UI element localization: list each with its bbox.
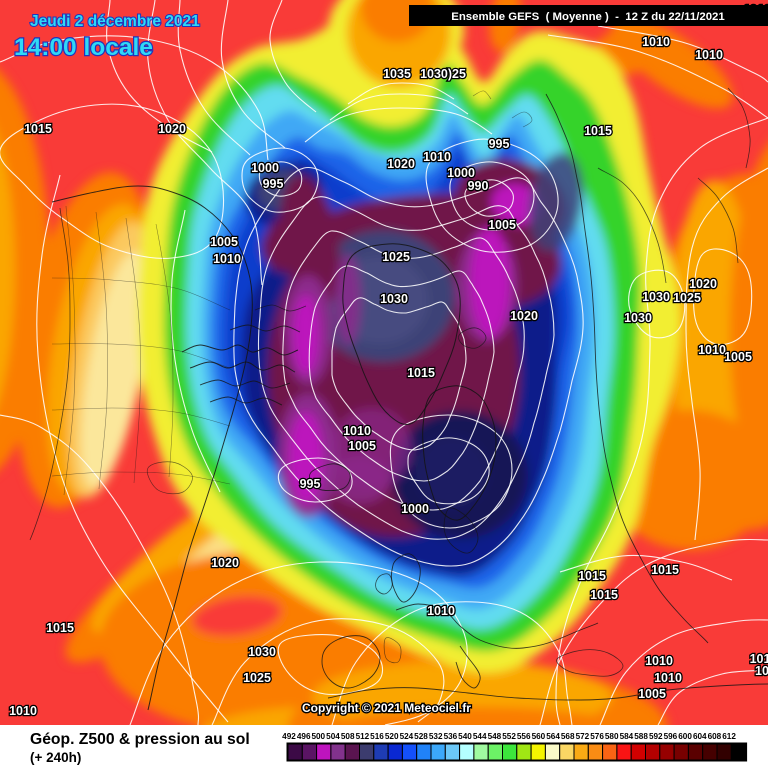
svg-text:1000: 1000 [447,166,475,180]
svg-text:540: 540 [458,732,472,741]
svg-text:1020: 1020 [158,122,186,136]
svg-text:596: 596 [664,732,678,741]
svg-text:995: 995 [263,177,284,191]
svg-text:1030: 1030 [380,292,408,306]
svg-text:504: 504 [326,732,340,741]
svg-text:1030: 1030 [624,311,652,325]
svg-text:1000: 1000 [401,502,429,516]
svg-text:1015: 1015 [651,563,679,577]
svg-text:1035: 1035 [383,67,411,81]
svg-text:556: 556 [517,732,531,741]
svg-text:1015: 1015 [584,124,612,138]
svg-text:1030: 1030 [248,645,276,659]
svg-text:500: 500 [311,732,325,741]
svg-text:600: 600 [678,732,692,741]
svg-text:1030)25: 1030)25 [420,67,466,81]
svg-text:1010: 1010 [698,343,726,357]
svg-text:10: 10 [755,664,768,678]
svg-text:1010: 1010 [695,48,723,62]
svg-text:1010: 1010 [423,150,451,164]
svg-text:1010: 1010 [343,424,371,438]
svg-text:520: 520 [385,732,399,741]
svg-text:1010: 1010 [9,704,37,718]
svg-text:612: 612 [722,732,736,741]
svg-text:560: 560 [532,732,546,741]
svg-text:1000: 1000 [251,161,279,175]
svg-text:14:00 locale: 14:00 locale [14,34,153,61]
svg-text:1010: 1010 [213,252,241,266]
svg-text:Ensemble GEFS ( Moyenne ) -: Ensemble GEFS ( Moyenne ) - 12 Z du 22/1… [451,11,725,23]
svg-text:524: 524 [400,732,414,741]
svg-text:1020: 1020 [689,277,717,291]
svg-text:568: 568 [561,732,575,741]
svg-text:584: 584 [620,732,634,741]
svg-text:1015: 1015 [407,366,435,380]
svg-text:492: 492 [282,732,296,741]
svg-text:1025: 1025 [673,291,701,305]
svg-text:1025: 1025 [243,671,271,685]
svg-text:508: 508 [341,732,355,741]
svg-text:1010: 1010 [654,671,682,685]
svg-text:604: 604 [693,732,707,741]
svg-text:536: 536 [444,732,458,741]
svg-text:532: 532 [429,732,443,741]
svg-text:1010: 1010 [645,654,673,668]
svg-text:548: 548 [488,732,502,741]
svg-text:1020: 1020 [211,556,239,570]
svg-text:1005: 1005 [488,218,516,232]
svg-text:Jeudi 2 décembre 2021: Jeudi 2 décembre 2021 [30,13,200,30]
svg-text:516: 516 [370,732,384,741]
svg-text:Géop. Z500 & pression au sol: Géop. Z500 & pression au sol [30,731,250,748]
svg-text:1005: 1005 [724,350,752,364]
svg-text:512: 512 [356,732,370,741]
svg-text:1015: 1015 [46,621,74,635]
svg-text:1010: 1010 [642,35,670,49]
svg-text:1030: 1030 [642,290,670,304]
svg-text:1020: 1020 [387,157,415,171]
svg-text:576: 576 [590,732,604,741]
svg-text:608: 608 [708,732,722,741]
svg-text:1015: 1015 [578,569,606,583]
svg-text:990: 990 [468,179,489,193]
svg-text:580: 580 [605,732,619,741]
svg-text:101: 101 [750,652,768,666]
svg-text:544: 544 [473,732,487,741]
svg-text:1025: 1025 [382,250,410,264]
svg-text:588: 588 [634,732,648,741]
svg-text:1015: 1015 [24,122,52,136]
svg-text:995: 995 [300,477,321,491]
svg-text:(+ 240h): (+ 240h) [30,750,81,765]
svg-text:995: 995 [489,137,510,151]
svg-text:592: 592 [649,732,663,741]
svg-text:564: 564 [546,732,560,741]
svg-text:528: 528 [414,732,428,741]
svg-text:1005: 1005 [210,235,238,249]
svg-text:572: 572 [576,732,590,741]
svg-text:552: 552 [502,732,516,741]
svg-text:1005: 1005 [638,687,666,701]
svg-text:1015: 1015 [590,588,618,602]
svg-text:1010: 1010 [427,604,455,618]
svg-text:496: 496 [297,732,311,741]
svg-text:1005: 1005 [348,439,376,453]
svg-text:Copyright © 2021 Meteociel.fr: Copyright © 2021 Meteociel.fr [302,701,471,715]
svg-text:1020: 1020 [510,309,538,323]
